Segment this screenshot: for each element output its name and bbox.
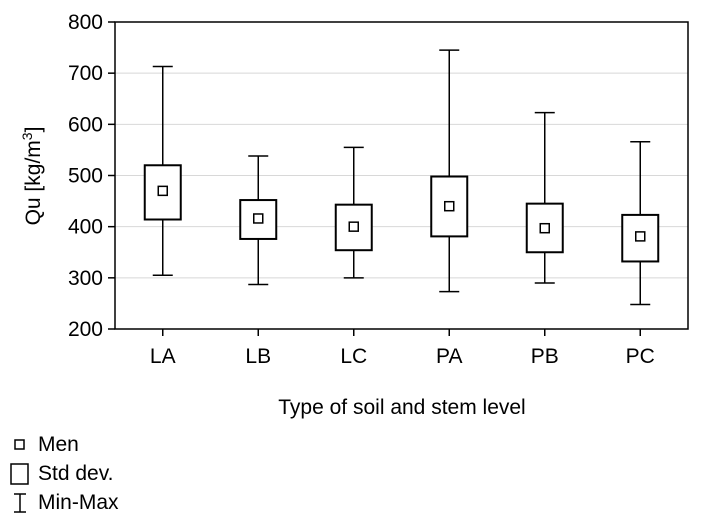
legend-item-minmax: Min-Max (8, 488, 119, 517)
plot-frame (114, 21, 689, 330)
x-tick-label: PC (626, 345, 655, 368)
y-tick-label: 200 (68, 318, 103, 341)
y-axis-ticks: 200 300 400 500 600 700 800 (68, 11, 115, 341)
box-la (143, 65, 182, 277)
x-axis-ticks: LA LB LC PA PB PC (150, 329, 655, 368)
y-axis-title: Qu [kg/m3] (19, 127, 45, 226)
box-lc (334, 146, 373, 279)
legend-mean-label: Men (38, 433, 79, 456)
x-tick-label: PB (531, 345, 559, 368)
legend-item-mean: Men (8, 430, 119, 459)
y-tick-label: 600 (68, 113, 103, 136)
x-tick-label: LC (340, 345, 367, 368)
box-pc (621, 140, 660, 306)
box-pb (525, 111, 564, 284)
std-dev-box-icon (10, 462, 29, 485)
x-tick-label: LA (150, 345, 176, 368)
y-tick-label: 800 (68, 11, 103, 34)
legend-item-sd: Std dev. (8, 459, 119, 488)
min-max-whisker-icon (14, 492, 26, 513)
x-tick-label: PA (436, 345, 462, 368)
mean-marker (444, 200, 455, 212)
mean-marker (253, 213, 264, 224)
y-tick-label: 300 (68, 267, 103, 290)
mean-marker-icon (14, 438, 25, 450)
legend-minmax-label: Min-Max (38, 491, 119, 514)
y-tick-label: 700 (68, 62, 103, 85)
mean-marker (157, 185, 168, 197)
legend-sd-label: Std dev. (38, 462, 114, 485)
grid-lines (115, 72, 688, 279)
y-tick-label: 400 (68, 216, 103, 239)
mean-marker (539, 222, 550, 234)
y-tick-label: 500 (68, 165, 103, 188)
x-tick-label: LB (245, 345, 271, 368)
box-series (143, 49, 660, 306)
box-pa (430, 49, 469, 293)
mean-marker (635, 231, 646, 242)
x-axis-title: Type of soil and stem level (278, 396, 525, 419)
legend: Men Std dev. Min-Max (8, 430, 119, 517)
box-lb (239, 155, 278, 286)
mean-marker (348, 221, 359, 232)
